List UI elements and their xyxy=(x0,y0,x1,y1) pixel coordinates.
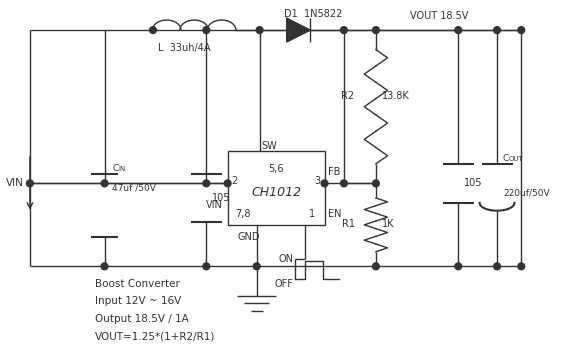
Text: Output 18.5V / 1A: Output 18.5V / 1A xyxy=(95,314,188,324)
Circle shape xyxy=(26,180,33,187)
Circle shape xyxy=(203,27,210,33)
Text: 3: 3 xyxy=(315,176,321,186)
Text: SW: SW xyxy=(261,141,277,151)
Circle shape xyxy=(321,180,328,187)
Text: 13.8K: 13.8K xyxy=(381,91,410,101)
Text: 7,8: 7,8 xyxy=(236,209,251,219)
Text: VIN: VIN xyxy=(6,178,24,188)
Circle shape xyxy=(455,263,462,270)
Text: L  33uh/4A: L 33uh/4A xyxy=(158,43,210,53)
Circle shape xyxy=(150,27,157,33)
Text: VIN: VIN xyxy=(206,200,223,210)
Text: R1: R1 xyxy=(342,219,355,229)
Text: Boost Converter: Boost Converter xyxy=(95,279,180,289)
Circle shape xyxy=(341,180,347,187)
Text: VOUT=1.25*(1+R2/R1): VOUT=1.25*(1+R2/R1) xyxy=(95,332,215,342)
Text: GND: GND xyxy=(237,232,260,242)
FancyBboxPatch shape xyxy=(228,151,324,225)
Circle shape xyxy=(373,263,379,270)
Text: 5,6: 5,6 xyxy=(268,164,284,174)
Text: CH1012: CH1012 xyxy=(251,186,301,199)
Text: IN: IN xyxy=(118,166,125,172)
Circle shape xyxy=(341,27,347,33)
Circle shape xyxy=(203,263,210,270)
Text: R2: R2 xyxy=(342,91,355,101)
Text: 47uf /50V: 47uf /50V xyxy=(112,184,156,193)
Circle shape xyxy=(373,27,379,33)
Circle shape xyxy=(373,180,379,187)
Circle shape xyxy=(494,27,500,33)
Text: ON: ON xyxy=(278,255,293,265)
Text: OFF: OFF xyxy=(274,279,293,289)
Text: C: C xyxy=(503,155,509,164)
Text: FB: FB xyxy=(328,167,341,177)
Circle shape xyxy=(256,27,263,33)
Text: 105: 105 xyxy=(464,178,482,188)
Circle shape xyxy=(101,263,108,270)
Text: VOUT 18.5V: VOUT 18.5V xyxy=(410,11,468,21)
Text: D1  1N5822: D1 1N5822 xyxy=(284,10,342,19)
Circle shape xyxy=(455,27,462,33)
Text: EN: EN xyxy=(328,209,342,219)
Polygon shape xyxy=(287,18,310,42)
Text: 105: 105 xyxy=(212,193,231,203)
Circle shape xyxy=(518,27,525,33)
Circle shape xyxy=(203,180,210,187)
Circle shape xyxy=(224,180,231,187)
Text: 1K: 1K xyxy=(381,219,394,229)
Text: 2: 2 xyxy=(232,176,238,186)
Text: Input 12V ~ 16V: Input 12V ~ 16V xyxy=(95,296,181,306)
Text: C: C xyxy=(112,164,118,173)
Circle shape xyxy=(518,263,525,270)
Circle shape xyxy=(494,263,500,270)
Text: 1: 1 xyxy=(309,209,315,219)
Text: OUT: OUT xyxy=(509,156,523,162)
Circle shape xyxy=(254,263,260,270)
Text: 220uf/50V: 220uf/50V xyxy=(503,189,549,198)
Circle shape xyxy=(101,180,108,187)
